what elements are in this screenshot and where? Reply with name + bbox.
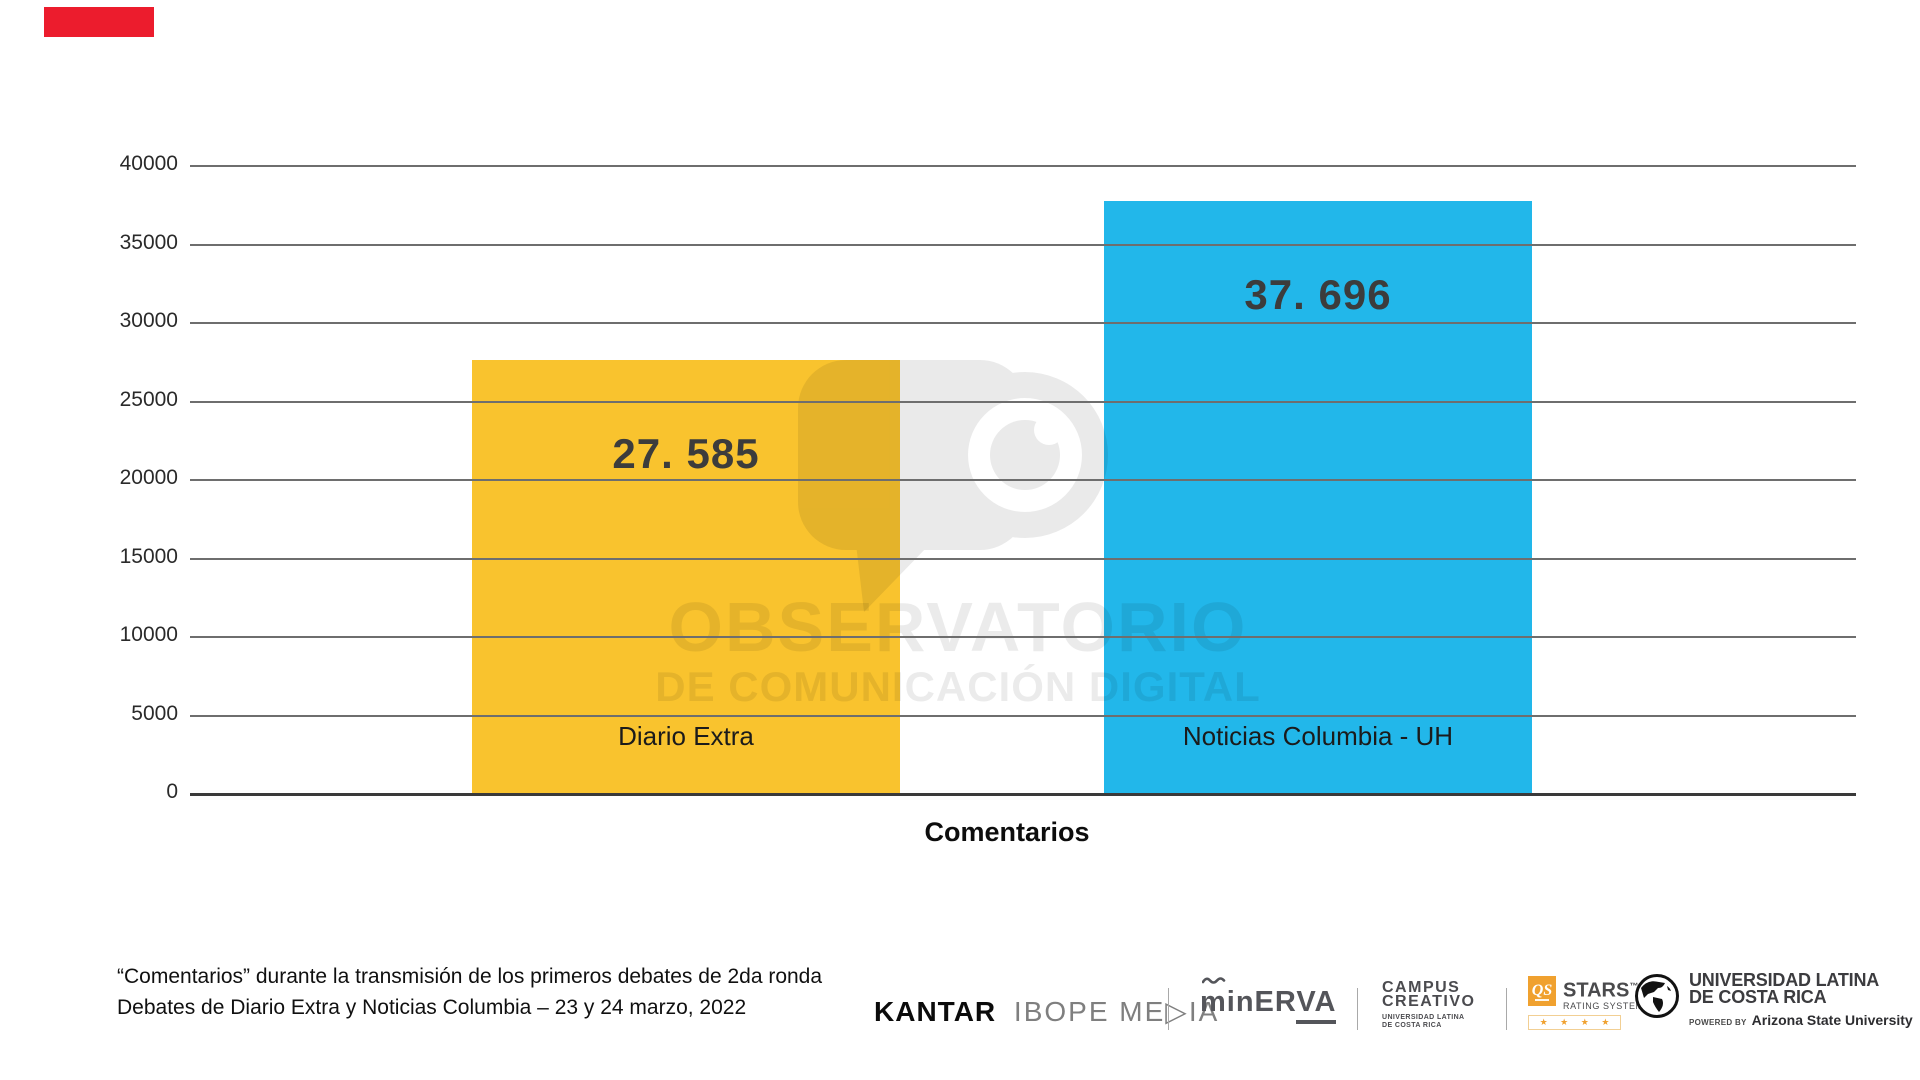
x-axis-title: Comentarios [924,817,1090,847]
ibope-media-wordmark: IBOPE ME▷IA [1013,996,1220,1027]
kantar-ibope-media-logo: KANTAR IBOPE ME▷IA [874,995,1219,1028]
gridline [190,479,1856,481]
globe-icon [1635,974,1679,1018]
watermark-subtitle: DE COMUNICACIÓN DIGITAL [655,663,1261,710]
qs-badge: QS [1528,976,1556,1006]
gridline [190,165,1856,167]
y-tick-label: 10000 [119,623,178,646]
gridline [190,714,1856,717]
y-tick-label: 30000 [119,309,178,332]
y-axis-labels: 40000 35000 30000 25000 20000 15000 10000 5000 0 [58,0,178,1080]
footer-divider [1168,988,1169,1030]
arizona-state-wordmark: Arizona State University [1751,1012,1913,1028]
bar-value-label-diario-extra: 27. 585 [612,429,760,477]
campus-line1: CAMPUS [1382,979,1461,996]
ulatina-line1: UNIVERSIDAD LATINA [1689,970,1880,990]
category-label-noticias-columbia: Noticias Columbia - UH [1182,721,1454,751]
y-tick-label: 15000 [119,544,178,568]
campus-line2: CREATIVO [1382,993,1476,1010]
footer-divider [1506,988,1507,1030]
bar-noticias-columbia [1104,201,1532,793]
minerva-wordmark: minERVA [1200,986,1337,1024]
qs-stars-title: STARS™ [1563,976,1644,1001]
red-marker [44,7,154,37]
y-tick-label: 40000 [119,152,178,175]
minerva-logo: minERVA [1200,976,1337,1024]
watermark: OBSERVATORIO DE COMUNICACIÓN DIGITAL [190,165,1856,793]
caption-line1: “Comentarios” durante la transmisión de … [117,965,823,988]
watermark-title: OBSERVATORIO [668,588,1248,666]
minerva-text: minER [1200,986,1297,1018]
gridline [190,243,1856,246]
qs-trademark: ™ [1629,981,1639,991]
gridline [190,322,1856,324]
caption: “Comentarios” durante la transmisión de … [117,961,822,1023]
minerva-underlined-text: VA [1296,986,1337,1024]
ulatina-line2: DE COSTA RICA [1689,987,1827,1007]
universidad-latina-logo: UNIVERSIDAD LATINA DE COSTA RICA POWERED… [1689,970,1913,1028]
plot-area: OBSERVATORIO DE COMUNICACIÓN DIGITAL 27.… [190,165,1856,796]
gridline [190,400,1856,403]
wave-icon [1202,977,1226,984]
category-label-diario-extra: Diario Extra [618,721,754,751]
y-tick-label: 5000 [131,701,178,725]
powered-by-row: POWERED BY Arizona State University [1689,1012,1913,1028]
y-tick-label: 35000 [119,230,178,254]
x-axis-line [190,793,1856,796]
bar-labels-layer: 27. 585 37. 696 Diario Extra Noticias Co… [190,165,1856,793]
campus-creativo-logo: CAMPUS CREATIVO UNIVERSIDAD LATINA DE CO… [1382,979,1476,1030]
qs-stars-text: STARS [1563,979,1630,1002]
qs-stars-logo: QS STARS™ RATING SYSTEM ★ ★ ★ ★ [1528,976,1644,1030]
qs-rating-system: RATING SYSTEM [1563,1000,1644,1011]
y-tick-label: 20000 [119,466,178,489]
bar-value-label-noticias-columbia: 37. 696 [1244,271,1392,319]
y-tick-label: 25000 [119,387,178,411]
kantar-wordmark: KANTAR [874,996,997,1027]
campus-sub2: DE COSTA RICA [1382,1022,1442,1029]
bar-diario-extra [472,359,900,793]
gridline [190,557,1856,560]
campus-sub1: UNIVERSIDAD LATINA [1382,1014,1465,1021]
powered-by-label: POWERED BY [1689,1018,1747,1027]
footer-divider [1357,988,1358,1030]
caption-line2: Debates de Diario Extra y Noticias Colum… [117,996,747,1019]
gridline [190,636,1856,638]
qs-star-rating: ★ ★ ★ ★ [1528,1014,1621,1030]
y-tick-label: 0 [166,780,178,803]
observatorio-eye-logo-icon [798,360,1108,612]
